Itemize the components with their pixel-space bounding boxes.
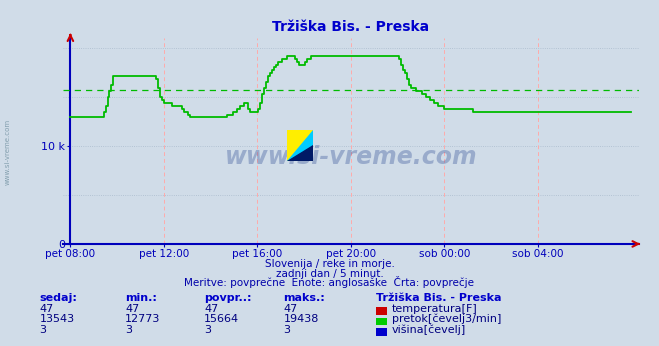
Polygon shape	[287, 130, 313, 161]
Text: 47: 47	[125, 304, 140, 314]
Text: Meritve: povprečne  Enote: anglosaške  Črta: povprečje: Meritve: povprečne Enote: anglosaške Črt…	[185, 276, 474, 289]
Polygon shape	[287, 130, 313, 161]
Text: 3: 3	[40, 325, 47, 335]
Text: 3: 3	[283, 325, 291, 335]
Text: sedaj:: sedaj:	[40, 293, 77, 303]
Text: min.:: min.:	[125, 293, 157, 303]
Text: 47: 47	[283, 304, 298, 314]
Text: višina[čevelj]: višina[čevelj]	[392, 324, 467, 335]
Text: Tržiška Bis. - Preska: Tržiška Bis. - Preska	[376, 293, 501, 303]
Text: pretok[čevelj3/min]: pretok[čevelj3/min]	[392, 314, 501, 325]
Text: 47: 47	[40, 304, 54, 314]
Text: www.si-vreme.com: www.si-vreme.com	[5, 119, 11, 185]
Text: Slovenija / reke in morje.: Slovenija / reke in morje.	[264, 259, 395, 269]
Text: temperatura[F]: temperatura[F]	[392, 304, 478, 314]
Text: zadnji dan / 5 minut.: zadnji dan / 5 minut.	[275, 269, 384, 279]
Text: 13543: 13543	[40, 315, 74, 325]
Text: www.si-vreme.com: www.si-vreme.com	[225, 145, 477, 170]
Text: maks.:: maks.:	[283, 293, 325, 303]
Text: 3: 3	[204, 325, 212, 335]
Text: 15664: 15664	[204, 315, 239, 325]
Text: povpr..:: povpr..:	[204, 293, 252, 303]
Text: 47: 47	[204, 304, 219, 314]
Polygon shape	[287, 145, 313, 161]
Text: 19438: 19438	[283, 315, 319, 325]
Text: 12773: 12773	[125, 315, 161, 325]
Title: Tržiška Bis. - Preska: Tržiška Bis. - Preska	[272, 20, 430, 34]
Text: 3: 3	[125, 325, 132, 335]
